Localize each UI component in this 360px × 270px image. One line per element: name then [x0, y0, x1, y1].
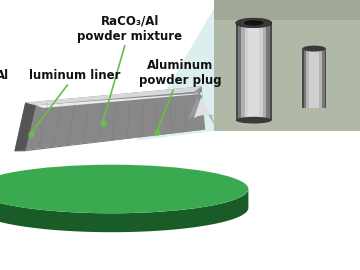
Ellipse shape: [0, 165, 248, 213]
Text: RaCO₃/Al
powder mixture: RaCO₃/Al powder mixture: [77, 15, 182, 123]
FancyBboxPatch shape: [306, 49, 322, 108]
Polygon shape: [14, 130, 205, 151]
FancyBboxPatch shape: [302, 49, 326, 108]
Polygon shape: [14, 103, 36, 151]
Polygon shape: [137, 8, 360, 140]
FancyBboxPatch shape: [245, 23, 263, 120]
Polygon shape: [14, 86, 205, 151]
Ellipse shape: [236, 18, 272, 28]
Ellipse shape: [236, 117, 272, 123]
Ellipse shape: [244, 20, 264, 26]
FancyBboxPatch shape: [236, 23, 272, 120]
Polygon shape: [187, 86, 227, 127]
Polygon shape: [193, 90, 221, 123]
Polygon shape: [36, 93, 200, 108]
FancyBboxPatch shape: [248, 23, 259, 120]
FancyBboxPatch shape: [238, 23, 270, 120]
Polygon shape: [0, 189, 248, 232]
Text: luminum liner: luminum liner: [29, 69, 120, 134]
Text: Aluminum
powder plug: Aluminum powder plug: [139, 59, 221, 132]
Ellipse shape: [302, 46, 326, 52]
FancyBboxPatch shape: [303, 49, 325, 108]
FancyBboxPatch shape: [214, 0, 360, 131]
Polygon shape: [25, 86, 202, 105]
FancyBboxPatch shape: [241, 23, 266, 120]
FancyBboxPatch shape: [309, 49, 319, 108]
FancyBboxPatch shape: [214, 20, 360, 131]
Text: Al: Al: [0, 69, 9, 82]
